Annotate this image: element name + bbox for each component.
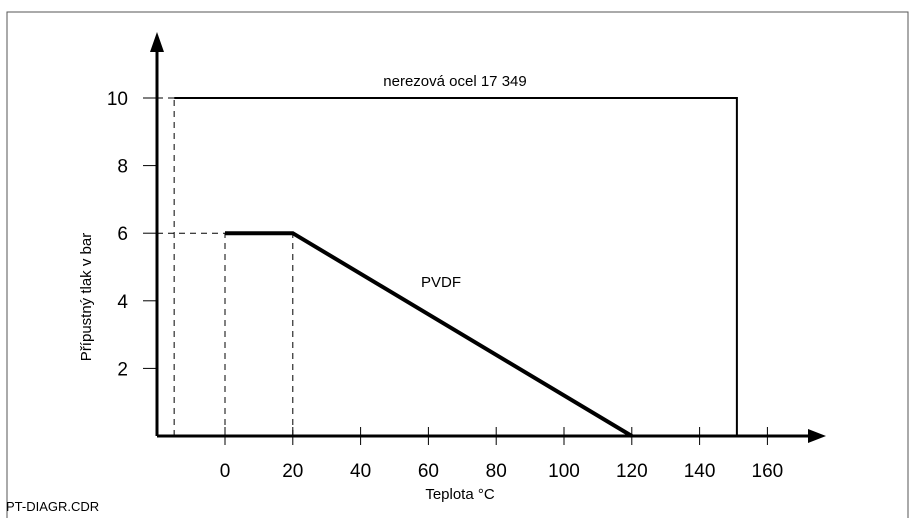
series-label-steel: nerezová ocel 17 349 [383,73,526,90]
x-axis-title: Teplota °C [425,486,495,503]
series-label-pvdf: PVDF [421,274,461,291]
y-tick-label-8: 8 [117,157,128,178]
series-line-1 [225,231,633,438]
y-tick-label-6: 6 [117,224,128,245]
figure-border [6,11,909,518]
x-axis-arrow-icon [808,429,826,443]
x-tick-label-100: 100 [548,461,580,482]
y-tick-label-10: 10 [107,89,128,110]
x-tick-label-20: 20 [282,461,303,482]
y-axis-title: Přípustný tlak v bar [78,233,95,361]
x-tick-label-160: 160 [752,461,784,482]
y-axis-arrow-icon [150,32,164,52]
y-tick-label-4: 4 [117,292,128,313]
x-tick-label-60: 60 [418,461,439,482]
x-tick-label-140: 140 [684,461,716,482]
x-tick-label-120: 120 [616,461,648,482]
file-name-label: PT-DIAGR.CDR [6,499,100,514]
series-line-0 [174,97,738,436]
x-tick-label-0: 0 [220,461,231,482]
x-tick-label-40: 40 [350,461,371,482]
y-tick-label-2: 2 [117,359,128,380]
x-tick-label-80: 80 [486,461,507,482]
